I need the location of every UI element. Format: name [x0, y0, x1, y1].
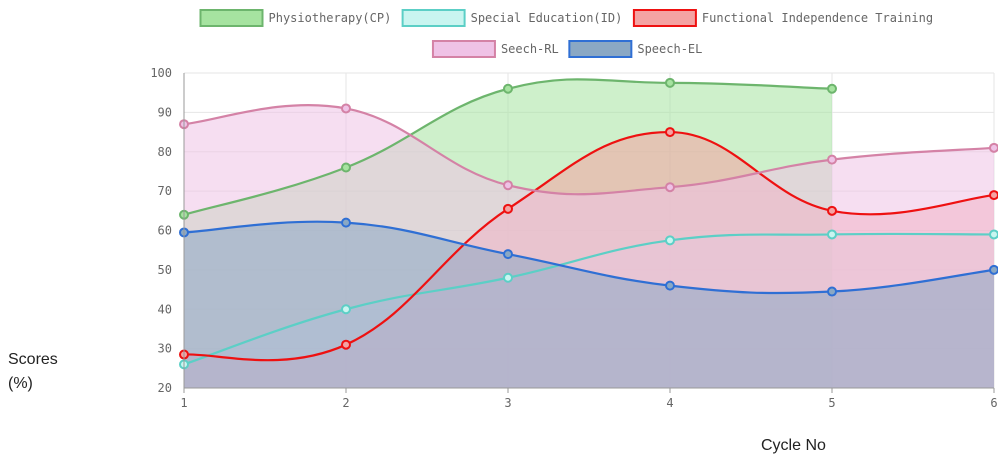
- legend-label: Special Education(ID): [471, 11, 623, 25]
- data-point-physiotherapy-cp[interactable]: [503, 83, 513, 94]
- y-tick-label: 70: [158, 184, 172, 198]
- x-tick-label: 4: [666, 396, 673, 410]
- x-tick-label: 6: [990, 396, 997, 410]
- y-tick-label: 30: [158, 342, 172, 356]
- data-point-functional-independence-training[interactable]: [989, 190, 998, 201]
- legend-swatch: [431, 40, 496, 58]
- data-point-physiotherapy-cp[interactable]: [827, 83, 837, 94]
- y-tick-label: 50: [158, 263, 172, 277]
- data-point-special-education-id[interactable]: [341, 304, 351, 315]
- data-point-physiotherapy-cp[interactable]: [341, 162, 351, 173]
- data-point-functional-independence-training[interactable]: [665, 127, 675, 138]
- legend-swatch: [568, 40, 633, 58]
- data-point-speech-el[interactable]: [665, 280, 675, 291]
- data-point-special-education-id[interactable]: [665, 235, 675, 246]
- x-tick-label: 5: [828, 396, 835, 410]
- legend-item-speech-el[interactable]: Speech-EL: [568, 40, 702, 58]
- data-point-functional-independence-training[interactable]: [341, 339, 351, 350]
- legend-swatch: [401, 9, 466, 27]
- legend-label: Seech-RL: [501, 42, 559, 56]
- data-point-speech-el[interactable]: [341, 217, 351, 228]
- y-tick-label: 40: [158, 302, 172, 316]
- series-line-seech-rl: [183, 104, 995, 196]
- y-tick-label: 20: [158, 381, 172, 395]
- y-tick-label: 100: [150, 66, 172, 80]
- x-tick-label: 3: [504, 396, 511, 410]
- series-line-speech-el: [183, 220, 995, 295]
- data-point-special-education-id[interactable]: [827, 229, 837, 240]
- legend: Physiotherapy(CP) Special Education(ID) Fu…: [199, 9, 933, 58]
- series-line-special-education-id: [183, 232, 995, 366]
- data-point-speech-el[interactable]: [989, 264, 998, 275]
- legend-swatch: [199, 9, 264, 27]
- legend-item-seech-rl[interactable]: Seech-RL: [431, 40, 559, 58]
- y-axis-label: Scores (%): [8, 351, 58, 392]
- data-point-special-education-id[interactable]: [989, 229, 998, 240]
- legend-label: Speech-EL: [637, 42, 702, 56]
- data-point-seech-rl[interactable]: [989, 142, 998, 153]
- x-tick-label: 2: [342, 396, 349, 410]
- x-tick-label: 1: [180, 396, 187, 410]
- y-tick-label: 60: [158, 224, 172, 238]
- legend-item-special-education-id[interactable]: Special Education(ID): [401, 9, 623, 27]
- series-line-functional-independence-training: [183, 130, 995, 362]
- data-point-seech-rl[interactable]: [665, 182, 675, 193]
- data-point-seech-rl[interactable]: [827, 154, 837, 165]
- y-tick-label: 90: [158, 105, 172, 119]
- data-point-seech-rl[interactable]: [341, 103, 351, 114]
- data-point-seech-rl[interactable]: [503, 180, 513, 191]
- series-area-speech-el: [184, 221, 994, 388]
- legend-label: Functional Independence Training: [702, 11, 933, 25]
- legend-label: Physiotherapy(CP): [269, 11, 392, 25]
- x-axis-label: Cycle No: [761, 437, 826, 454]
- data-point-functional-independence-training[interactable]: [827, 205, 837, 216]
- data-point-functional-independence-training[interactable]: [503, 203, 513, 214]
- data-point-special-education-id[interactable]: [503, 272, 513, 283]
- axes: 20 30 40 50 60 70 80 90 100 1 2 3 4 5 6: [150, 66, 997, 410]
- data-point-speech-el[interactable]: [503, 249, 513, 260]
- data-point-speech-el[interactable]: [827, 286, 837, 297]
- legend-item-physiotherapy-cp[interactable]: Physiotherapy(CP): [199, 9, 392, 27]
- series-lines: [183, 78, 995, 366]
- legend-swatch: [632, 9, 697, 27]
- series-points: [179, 77, 998, 370]
- data-point-physiotherapy-cp[interactable]: [665, 77, 675, 88]
- legend-item-functional-independence-training[interactable]: Functional Independence Training: [632, 9, 933, 27]
- y-tick-label: 80: [158, 145, 172, 159]
